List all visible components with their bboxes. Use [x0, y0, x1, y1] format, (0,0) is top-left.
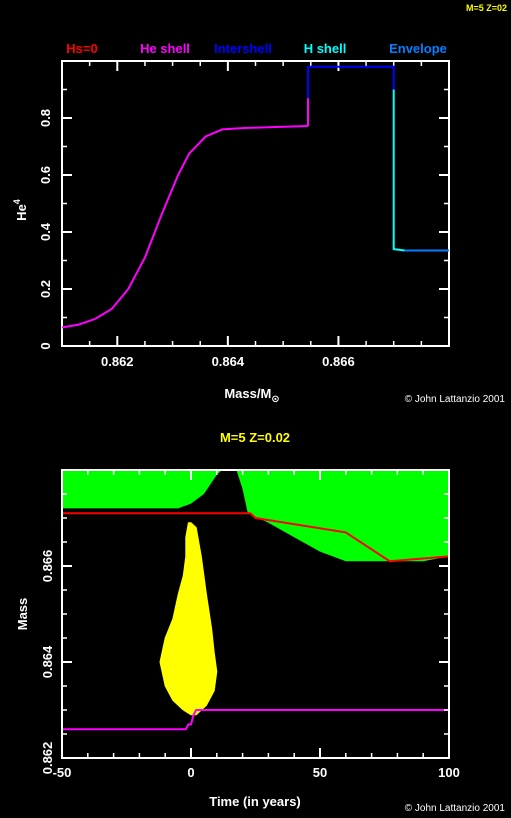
- y-tick-label: 0.862: [40, 742, 55, 775]
- bottom-chart-title: M=5 Z=0.02: [220, 430, 290, 445]
- x-tick-label: 100: [438, 765, 460, 780]
- corner-label: M=5 Z=02: [466, 3, 507, 13]
- x-tick-label: 0.864: [212, 354, 245, 369]
- top-legend: Hs=0 He shell Intershell H shell Envelope: [66, 41, 447, 56]
- top-y-axis-label: He4: [12, 199, 29, 221]
- top-x-axis-label: Mass/M⊙: [224, 386, 279, 405]
- y-tick-label: 0.866: [40, 550, 55, 583]
- bottom-series-group: [62, 470, 449, 731]
- top-credit: © John Lattanzio 2001: [405, 394, 506, 405]
- top-series-group: [61, 65, 449, 329]
- series-line: [62, 709, 449, 731]
- legend-entry: Intershell: [214, 41, 272, 56]
- top-axis-ticks: 0.862 0.864 0.866 0 0.2 0.4 0.6 0.8: [38, 61, 450, 369]
- top-chart: Hs=0 He shell Intershell H shell Envelope 0.…: [12, 41, 505, 405]
- x-tick-label: 50: [313, 765, 327, 780]
- y-tick-label: 0.2: [38, 280, 53, 298]
- x-tick-label: 0.866: [322, 354, 355, 369]
- bottom-axis-ticks: -50 0 50 100 0.862 0.864 0.866: [40, 469, 460, 780]
- x-tick-label: 0.862: [101, 354, 134, 369]
- bottom-credit: © John Lattanzio 2001: [405, 803, 506, 814]
- legend-entry: Envelope: [389, 41, 447, 56]
- y-tick-label: 0: [38, 342, 53, 349]
- series-line: [62, 512, 449, 563]
- legend-entry: Hs=0: [66, 41, 97, 56]
- legend-entry: He shell: [140, 41, 190, 56]
- x-tick-label: 0: [187, 765, 194, 780]
- bottom-y-axis-label: Mass: [15, 598, 30, 631]
- y-tick-label: 0.8: [38, 109, 53, 127]
- series-line: [392, 89, 405, 252]
- intershell-area: [159, 522, 218, 716]
- x-tick-label: -50: [53, 765, 72, 780]
- envelope-area: [62, 470, 449, 562]
- bottom-x-axis-label: Time (in years): [209, 794, 301, 809]
- y-tick-label: 0.6: [38, 166, 53, 184]
- y-tick-label: 0.4: [38, 222, 53, 241]
- bottom-chart: M=5 Z=0.02 -50 0 50 100 0.862 0.864 0.866 Mass…: [15, 430, 505, 814]
- series-line: [307, 65, 395, 99]
- legend-entry: H shell: [304, 41, 347, 56]
- top-plot-frame: [61, 60, 450, 347]
- series-line: [61, 125, 309, 329]
- y-tick-label: 0.864: [40, 645, 55, 678]
